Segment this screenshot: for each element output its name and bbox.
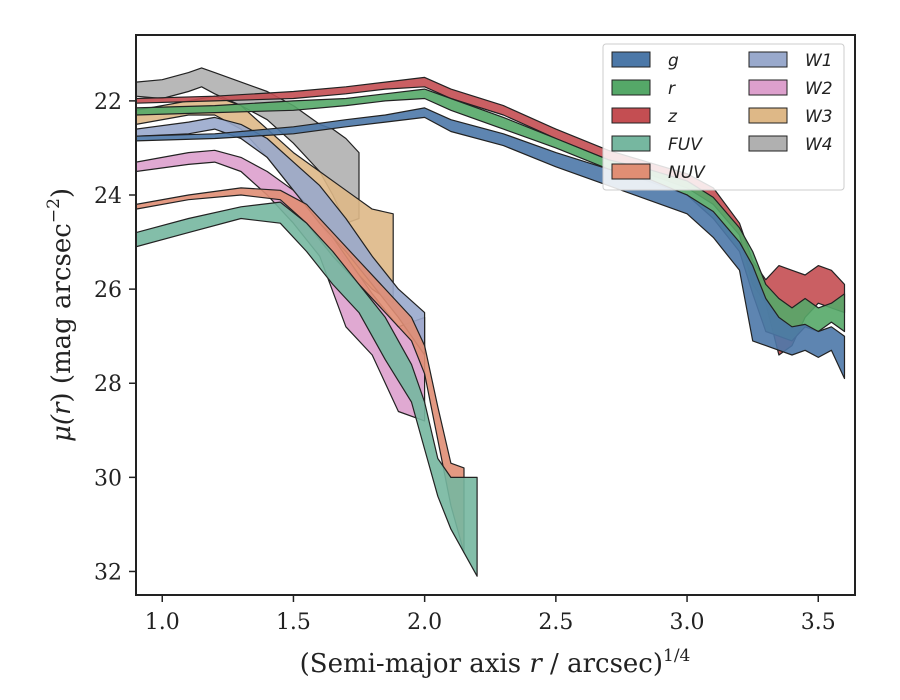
y-tick-label: 24 <box>94 184 122 209</box>
legend-label-g: g <box>668 51 679 71</box>
legend-swatch-g <box>611 51 651 68</box>
x-tick-label: 1.5 <box>276 610 311 635</box>
plot-frame <box>135 34 856 596</box>
y-axis-title: μ(r) (mag arcsec−2) <box>44 188 77 442</box>
legend-swatch-w2 <box>748 79 788 96</box>
legend-swatch-fuv <box>611 135 651 152</box>
legend-swatch-z <box>611 107 651 124</box>
legend-label-fuv: FUV <box>668 135 703 155</box>
legend-label-w3: W3 <box>805 107 833 127</box>
legend-swatch-w3 <box>748 107 788 124</box>
legend-label-w2: W2 <box>805 79 833 99</box>
legend-swatch-nuv <box>611 163 651 180</box>
legend-swatch-w1 <box>748 51 788 68</box>
x-tick-label: 3.5 <box>801 610 836 635</box>
y-axis-ticks: 22 24 26 28 30 32 <box>94 90 136 585</box>
legend-label-r: r <box>668 79 676 99</box>
y-tick-label: 32 <box>94 560 122 585</box>
x-axis-title: (Semi-major axis r / arcsec)1/4 <box>300 646 691 679</box>
legend-label-w1: W1 <box>805 51 833 71</box>
legend-label-z: z <box>667 107 678 127</box>
x-tick-label: 2.5 <box>538 610 573 635</box>
y-tick-label: 26 <box>94 278 122 303</box>
x-tick-label: 1.0 <box>145 610 180 635</box>
legend: grz FUV NUV W1 W2 W3 W4 <box>602 43 845 191</box>
y-tick-label: 30 <box>94 466 122 491</box>
x-tick-label: 3.0 <box>670 610 705 635</box>
y-tick-label: 28 <box>94 372 122 397</box>
y-tick-label: 22 <box>94 90 122 115</box>
legend-label-w4: W4 <box>805 135 833 155</box>
profile-bands <box>136 67 846 577</box>
band-g <box>136 107 846 380</box>
legend-swatch-w4 <box>748 135 788 152</box>
legend-label-nuv: NUV <box>668 163 706 183</box>
legend-swatch-r <box>611 79 651 96</box>
x-tick-label: 2.0 <box>407 610 442 635</box>
x-axis-ticks: 1.0 1.5 2.0 2.5 3.0 3.5 <box>145 595 836 635</box>
band-fuv <box>136 201 478 577</box>
